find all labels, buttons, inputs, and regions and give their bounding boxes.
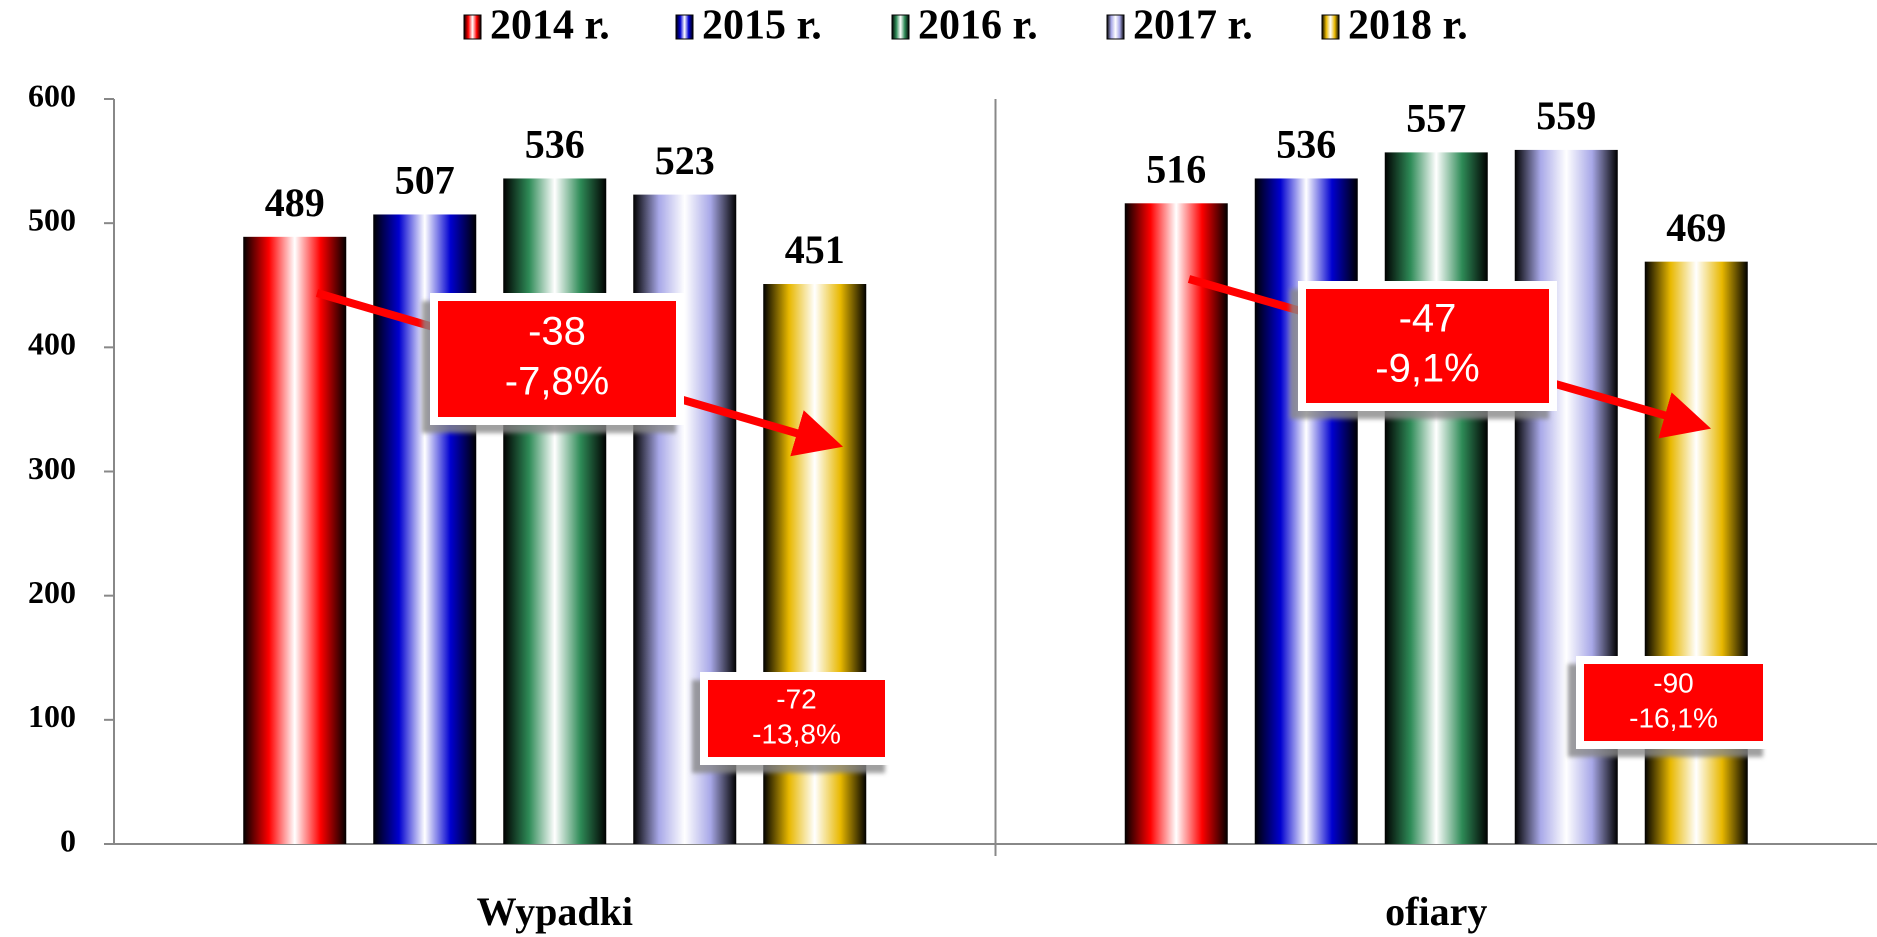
legend-label: 2016 r. <box>918 3 1038 49</box>
bar <box>1384 152 1488 844</box>
annotation-text: -47 <box>1399 297 1457 341</box>
annotation-text: -72 <box>776 683 816 714</box>
legend-label: 2014 r. <box>490 3 610 49</box>
data-label: 557 <box>1406 96 1466 141</box>
y-tick-label: 200 <box>28 574 76 610</box>
bar <box>1124 203 1228 845</box>
annotation-box <box>1576 656 1771 749</box>
bar <box>503 178 607 844</box>
y-tick-label: 600 <box>28 77 76 113</box>
data-label: 489 <box>265 180 325 225</box>
data-label: 536 <box>1276 122 1336 167</box>
legend-marker <box>463 14 482 40</box>
y-tick-label: 500 <box>28 202 76 238</box>
data-label: 516 <box>1146 146 1206 191</box>
y-tick-label: 0 <box>60 822 76 858</box>
x-tick-label: ofiary <box>1385 889 1487 934</box>
x-tick-label: Wypadki <box>477 889 633 934</box>
annotation-text: -7,8% <box>505 360 610 404</box>
data-label: 507 <box>395 158 455 203</box>
annotation-box <box>700 672 893 765</box>
data-label: 469 <box>1666 205 1726 250</box>
y-tick-label: 100 <box>28 698 76 734</box>
bar <box>1254 178 1358 844</box>
annotation-box <box>1298 281 1557 411</box>
legend-marker <box>1106 14 1125 40</box>
data-label: 523 <box>655 138 715 183</box>
annotation-text: -90 <box>1653 667 1693 698</box>
annotation-text: -38 <box>528 310 586 354</box>
data-label: 451 <box>785 227 845 272</box>
y-tick-label: 400 <box>28 326 76 362</box>
data-label: 536 <box>525 122 585 167</box>
data-label: 559 <box>1536 93 1596 138</box>
legend-marker <box>1321 14 1340 40</box>
annotation-text: -9,1% <box>1375 347 1480 391</box>
legend-marker <box>675 14 694 40</box>
annotation-text: -13,8% <box>752 718 841 749</box>
legend-label: 2015 r. <box>702 3 822 49</box>
y-tick-label: 300 <box>28 450 76 486</box>
bar <box>1644 261 1748 844</box>
annotation-box <box>430 293 684 425</box>
legend-marker <box>891 14 910 40</box>
legend-label: 2018 r. <box>1348 3 1468 49</box>
bar <box>243 236 347 844</box>
annotation-text: -16,1% <box>1629 702 1718 733</box>
legend-label: 2017 r. <box>1133 3 1253 49</box>
